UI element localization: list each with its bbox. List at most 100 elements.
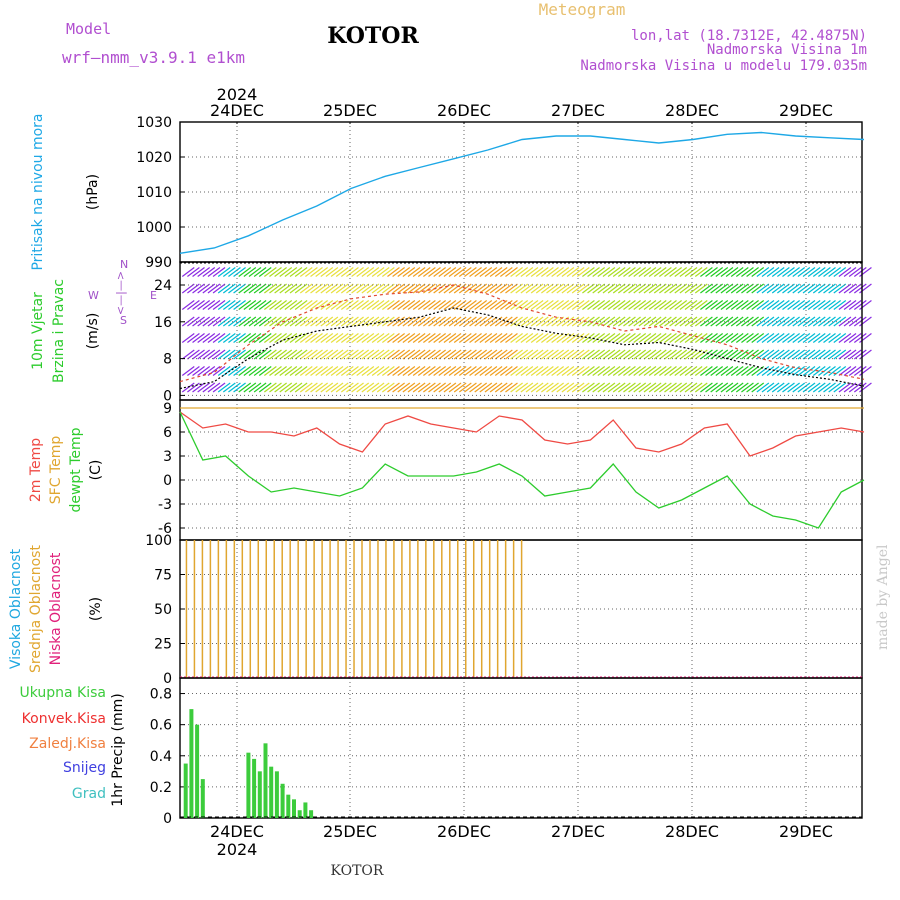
wind-barb bbox=[340, 300, 354, 310]
cloud-mid-label: Srednja Oblacnost bbox=[28, 545, 44, 673]
wind-barb bbox=[361, 333, 375, 343]
wind-barb bbox=[479, 349, 493, 360]
wind-barb bbox=[448, 300, 462, 310]
wind-barb bbox=[469, 267, 482, 277]
wind-barb bbox=[376, 300, 390, 310]
wind-barbs bbox=[181, 267, 872, 393]
wind-barb bbox=[653, 349, 667, 360]
wind-barb bbox=[628, 300, 641, 310]
wind-barb bbox=[330, 267, 344, 277]
wind-barb bbox=[284, 300, 298, 310]
wind-barb bbox=[807, 382, 821, 393]
wind-barb bbox=[751, 382, 765, 393]
wind-barb bbox=[530, 349, 544, 360]
wind-barb bbox=[438, 349, 452, 360]
wind-barb bbox=[582, 333, 595, 343]
cloud-mid-bar bbox=[297, 540, 299, 678]
wind-barb bbox=[782, 333, 795, 343]
wind-barb bbox=[222, 300, 236, 310]
wind-barb bbox=[664, 267, 677, 277]
wind-barb bbox=[217, 349, 231, 360]
wind-barb bbox=[515, 283, 529, 294]
wind-barb bbox=[387, 333, 400, 343]
wind-barb bbox=[248, 300, 262, 310]
temperature-panel: 9 6 3 0 -3 -6 bbox=[158, 399, 865, 541]
wind-barb bbox=[659, 382, 672, 393]
wind-barb bbox=[248, 283, 262, 294]
wind-barb bbox=[494, 283, 508, 294]
wind-barb bbox=[694, 300, 708, 310]
wind-barb bbox=[597, 316, 611, 327]
wind-barb bbox=[674, 300, 688, 310]
wind-barb bbox=[551, 349, 565, 360]
wind-barb bbox=[776, 382, 790, 393]
wind-barb bbox=[515, 267, 529, 277]
wind-barb bbox=[289, 366, 303, 376]
wind-barb bbox=[797, 316, 811, 327]
wind-barb bbox=[269, 267, 282, 277]
wind-barb bbox=[812, 382, 826, 393]
wind-barb bbox=[838, 333, 852, 343]
wind-barb bbox=[617, 382, 631, 393]
wind-barb bbox=[735, 300, 749, 310]
wind-barb bbox=[530, 316, 544, 327]
wind-barb bbox=[320, 349, 334, 360]
wind-barb bbox=[561, 349, 575, 360]
wind-barb bbox=[315, 349, 329, 360]
wind-barb bbox=[576, 300, 590, 310]
wind-barb bbox=[310, 349, 323, 360]
wind-barb bbox=[761, 283, 775, 294]
x-day-label-bottom: 25DEC bbox=[323, 822, 377, 841]
wind-barb bbox=[638, 349, 652, 360]
wind-barb bbox=[407, 316, 421, 327]
wind-barb bbox=[771, 349, 785, 360]
cloud-mid-bar bbox=[457, 540, 459, 678]
wind-barb bbox=[551, 283, 565, 294]
cloud-mid-bar bbox=[289, 540, 291, 678]
wind-barb bbox=[305, 267, 318, 277]
wind-barb bbox=[479, 267, 493, 277]
wind-barb bbox=[643, 382, 657, 393]
wind-barb bbox=[212, 382, 226, 393]
wind-barb bbox=[510, 267, 523, 277]
wind-barb bbox=[387, 349, 400, 360]
wind-barb bbox=[597, 333, 611, 343]
cloud-mid-bar bbox=[512, 540, 515, 678]
wind-barb bbox=[274, 267, 287, 277]
wind-barb bbox=[238, 267, 252, 277]
wind-barb bbox=[407, 267, 421, 277]
wind-barb bbox=[607, 283, 621, 294]
model-altitude-label: Nadmorska Visina u modelu 179.035m bbox=[580, 58, 867, 74]
altitude-label: Nadmorska Visina 1m bbox=[707, 42, 867, 58]
wind-barb bbox=[710, 300, 724, 310]
wind-barb bbox=[684, 283, 698, 294]
wind-barb bbox=[561, 333, 575, 343]
wind-barb bbox=[597, 366, 611, 376]
wind-barb bbox=[766, 382, 780, 393]
wind-barb bbox=[474, 349, 488, 360]
cloud-mid-bar bbox=[361, 540, 363, 678]
wind-ylabel-1: 10m Vjetar bbox=[30, 292, 46, 370]
wind-barb bbox=[279, 366, 293, 376]
wind-barb bbox=[515, 316, 529, 327]
wind-barb bbox=[387, 267, 400, 277]
wind-barb bbox=[253, 366, 267, 376]
wind-barb bbox=[202, 267, 216, 277]
wind-barb bbox=[643, 366, 657, 376]
cloud-mid-bar bbox=[265, 540, 267, 678]
precip-bar bbox=[280, 783, 285, 818]
wind-barb bbox=[648, 300, 662, 310]
wind-barb bbox=[458, 382, 472, 393]
wind-barb bbox=[212, 333, 226, 343]
wind-barb bbox=[289, 349, 303, 360]
wind-barb bbox=[187, 283, 200, 294]
y-tick-label: 6 bbox=[163, 425, 172, 441]
precip-legend-item: Snijeg bbox=[63, 760, 106, 776]
wind-barb bbox=[582, 349, 595, 360]
wind-barb bbox=[715, 267, 729, 277]
wind-barb bbox=[617, 366, 631, 376]
wind-barb bbox=[818, 300, 831, 310]
y-tick-label: 0.6 bbox=[150, 718, 172, 734]
wind-barb bbox=[464, 349, 477, 360]
wind-barb bbox=[838, 300, 852, 310]
